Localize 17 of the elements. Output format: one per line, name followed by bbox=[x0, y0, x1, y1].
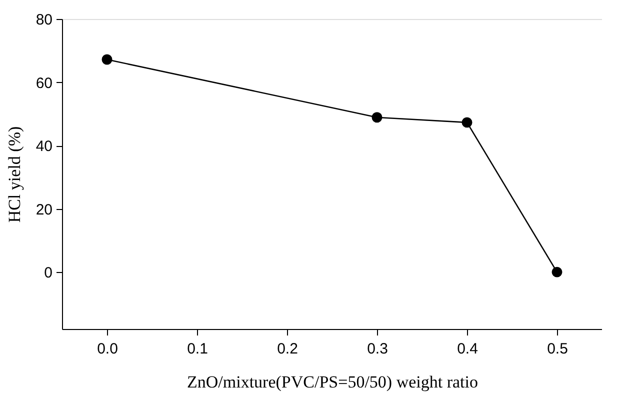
x-tick-label: 0.5 bbox=[547, 340, 568, 358]
y-tick-label: 60 bbox=[36, 74, 52, 92]
y-axis-title: HCl yield (%) bbox=[4, 126, 24, 223]
y-tick-label: 20 bbox=[36, 201, 52, 218]
x-tick-label: 0.0 bbox=[97, 340, 118, 358]
y-tick-label: 40 bbox=[36, 138, 52, 156]
point bbox=[372, 112, 382, 123]
y-tick-label: 80 bbox=[36, 12, 52, 28]
x-axis-title: ZnO/mixture(PVC/PS=50/50) weight ratio bbox=[186, 372, 478, 392]
point bbox=[462, 117, 472, 128]
point bbox=[552, 266, 562, 278]
point bbox=[102, 54, 112, 65]
y-tick-label: 0 bbox=[44, 264, 52, 282]
x-tick-label: 0.4 bbox=[457, 340, 478, 358]
x-tick-label: 0.1 bbox=[187, 340, 208, 358]
x-tick-label: 0.3 bbox=[367, 340, 388, 358]
x-tick-label: 0.2 bbox=[277, 340, 298, 358]
